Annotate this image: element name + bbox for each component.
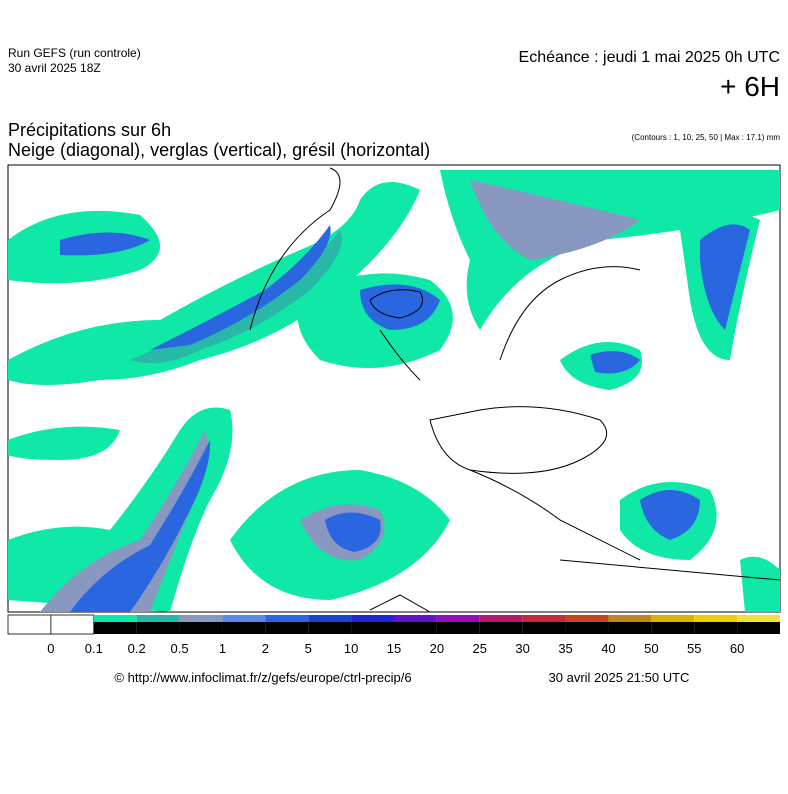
scale-base bbox=[694, 622, 738, 634]
scale-color bbox=[608, 615, 652, 622]
scale-base bbox=[265, 622, 309, 634]
scale-color bbox=[351, 615, 394, 622]
scale-box bbox=[50, 614, 95, 635]
color-scale: 0 0.1 0.2 0.5 1 2 5 10 15 20 25 30 35 40 50 55 60 bbox=[7, 614, 780, 656]
scale-base bbox=[479, 622, 523, 634]
echeance: Echéance : jeudi 1 mai 2025 0h UTC bbox=[519, 49, 780, 66]
scale-label: 0 bbox=[47, 641, 54, 656]
scale-color bbox=[93, 615, 137, 622]
scale-base bbox=[651, 622, 695, 634]
scale-label: 0.5 bbox=[171, 641, 189, 656]
scale-label: 40 bbox=[601, 641, 615, 656]
run-label: Run GEFS (run controle) bbox=[8, 46, 141, 60]
scale-box bbox=[7, 614, 52, 635]
scale-base bbox=[565, 622, 609, 634]
scale-label: 15 bbox=[387, 641, 401, 656]
scale-base bbox=[222, 622, 266, 634]
scale-base bbox=[608, 622, 652, 634]
scale-label: 50 bbox=[644, 641, 658, 656]
scale-color bbox=[136, 615, 180, 622]
scale-color bbox=[694, 615, 738, 622]
scale-label: 0.1 bbox=[85, 641, 103, 656]
scale-color bbox=[565, 615, 609, 622]
scale-color bbox=[265, 615, 309, 622]
scale-color bbox=[436, 615, 480, 622]
scale-base bbox=[93, 622, 137, 634]
scale-label: 10 bbox=[344, 641, 358, 656]
scale-color bbox=[651, 615, 695, 622]
scale-label: 55 bbox=[687, 641, 701, 656]
scale-color bbox=[308, 615, 352, 622]
scale-label: 25 bbox=[473, 641, 487, 656]
scale-base bbox=[737, 622, 780, 634]
scale-label: 35 bbox=[558, 641, 572, 656]
scale-base bbox=[136, 622, 180, 634]
offset: + 6H bbox=[720, 71, 780, 102]
scale-label: 0.2 bbox=[128, 641, 146, 656]
scale-color bbox=[179, 615, 223, 622]
scale-color bbox=[522, 615, 566, 622]
scale-base bbox=[179, 622, 223, 634]
subtitle: Neige (diagonal), verglas (vertical), gr… bbox=[8, 140, 430, 160]
scale-color bbox=[479, 615, 523, 622]
run-date: 30 avril 2025 18Z bbox=[8, 61, 101, 75]
scale-label: 5 bbox=[305, 641, 312, 656]
scale-label: 60 bbox=[730, 641, 744, 656]
scale-base bbox=[351, 622, 394, 634]
scale-label: 1 bbox=[219, 641, 226, 656]
scale-label: 30 bbox=[515, 641, 529, 656]
scale-base bbox=[522, 622, 566, 634]
contours-note: (Contours : 1, 10, 25, 50 | Max : 17.1) … bbox=[632, 133, 781, 142]
scale-color bbox=[222, 615, 266, 622]
scale-label: 2 bbox=[262, 641, 269, 656]
scale-label: 20 bbox=[430, 641, 444, 656]
scale-base bbox=[308, 622, 352, 634]
title: Précipitations sur 6h bbox=[8, 120, 171, 140]
source-url: © http://www.infoclimat.fr/z/gefs/europe… bbox=[114, 670, 411, 685]
timestamp: 30 avril 2025 21:50 UTC bbox=[549, 670, 690, 685]
map bbox=[7, 164, 781, 613]
scale-color bbox=[737, 615, 780, 622]
scale-base bbox=[394, 622, 437, 634]
scale-base bbox=[436, 622, 480, 634]
scale-color bbox=[394, 615, 437, 622]
